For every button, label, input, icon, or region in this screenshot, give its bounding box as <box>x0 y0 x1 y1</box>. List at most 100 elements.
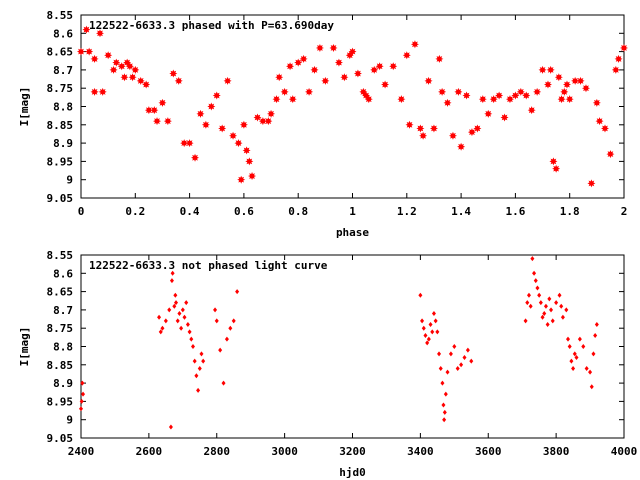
data-point <box>191 153 200 162</box>
data-point <box>526 292 531 298</box>
data-point <box>443 98 452 107</box>
data-point <box>187 329 192 335</box>
data-point <box>525 300 530 306</box>
data-point <box>438 365 443 371</box>
data-point <box>543 80 552 89</box>
x-tick-label: 0.2 <box>125 205 145 218</box>
data-point <box>557 95 566 104</box>
data-point <box>402 51 411 60</box>
data-point <box>310 65 319 74</box>
data-point <box>457 142 466 151</box>
data-point <box>153 117 162 126</box>
data-point <box>533 278 538 284</box>
y-tick-label: 8.7 <box>53 64 73 77</box>
data-point <box>442 409 447 415</box>
data-point <box>272 95 281 104</box>
chart-title: 122522-6633.3 not phased light curve <box>89 259 328 272</box>
data-point <box>546 65 555 74</box>
data-point <box>442 417 447 423</box>
data-point <box>505 95 514 104</box>
data-point <box>80 380 85 386</box>
data-point <box>500 113 509 122</box>
y-tick-label: 8.55 <box>47 249 74 262</box>
data-point <box>381 80 390 89</box>
data-point <box>348 47 357 56</box>
data-point <box>452 344 457 349</box>
data-point <box>437 351 442 357</box>
data-point <box>552 164 561 173</box>
data-point <box>221 380 226 386</box>
data-points <box>77 25 628 188</box>
x-tick-label: 3000 <box>271 445 298 458</box>
data-point <box>594 322 599 328</box>
data-point <box>419 131 428 140</box>
data-point <box>523 318 528 324</box>
y-tick-label: 8.8 <box>53 341 73 354</box>
x-axis-label: hjd0 <box>339 466 366 479</box>
data-point <box>169 278 174 284</box>
data-point <box>136 76 145 85</box>
data-point <box>416 124 425 133</box>
data-point <box>239 120 248 129</box>
data-point <box>462 91 471 100</box>
data-point <box>173 292 178 298</box>
data-point <box>189 336 194 342</box>
data-point <box>194 373 199 379</box>
y-tick-label: 8.8 <box>53 101 73 114</box>
data-point <box>81 391 86 397</box>
x-tick-label: 2600 <box>136 445 163 458</box>
data-point <box>248 172 257 181</box>
y-tick-label: 9.05 <box>47 192 74 205</box>
data-point <box>537 292 542 298</box>
data-point <box>174 76 183 85</box>
data-point <box>549 157 558 166</box>
x-tick-label: 3600 <box>475 445 502 458</box>
data-point <box>538 65 547 74</box>
data-point <box>478 95 487 104</box>
data-point <box>212 91 221 100</box>
data-point <box>315 43 324 52</box>
data-point <box>469 358 474 364</box>
data-point <box>426 336 431 342</box>
data-point <box>557 292 562 298</box>
data-point <box>559 303 564 309</box>
data-point <box>77 47 85 56</box>
data-point <box>554 300 559 306</box>
x-tick-label: 2800 <box>204 445 231 458</box>
data-point <box>192 358 197 364</box>
data-point <box>179 325 184 331</box>
data-point <box>353 69 362 78</box>
data-point <box>214 318 219 324</box>
x-axis-label: phase <box>336 226 369 239</box>
data-point <box>455 365 460 371</box>
x-tick-label: 2400 <box>68 445 95 458</box>
data-point <box>201 120 210 129</box>
data-point <box>234 139 243 148</box>
data-point <box>163 318 168 324</box>
data-point <box>566 336 571 342</box>
data-point <box>587 179 596 188</box>
data-point <box>540 314 545 320</box>
data-point <box>245 157 254 166</box>
data-point <box>158 98 167 107</box>
data-point <box>258 117 267 126</box>
data-point <box>564 307 569 313</box>
data-point <box>280 87 289 96</box>
x-tick-label: 1.4 <box>451 205 471 218</box>
data-point <box>340 73 349 82</box>
data-point <box>224 336 229 342</box>
data-point <box>530 256 535 262</box>
x-tick-label: 1.8 <box>560 205 580 218</box>
data-point <box>180 307 185 313</box>
data-point <box>418 292 423 298</box>
data-point <box>595 117 604 126</box>
data-point <box>614 54 623 63</box>
data-point <box>459 362 464 368</box>
data-point <box>410 40 419 49</box>
data-point <box>253 113 262 122</box>
data-point <box>131 65 140 74</box>
y-tick-label: 8.65 <box>47 286 74 299</box>
data-point <box>574 354 579 360</box>
data-point <box>370 65 379 74</box>
